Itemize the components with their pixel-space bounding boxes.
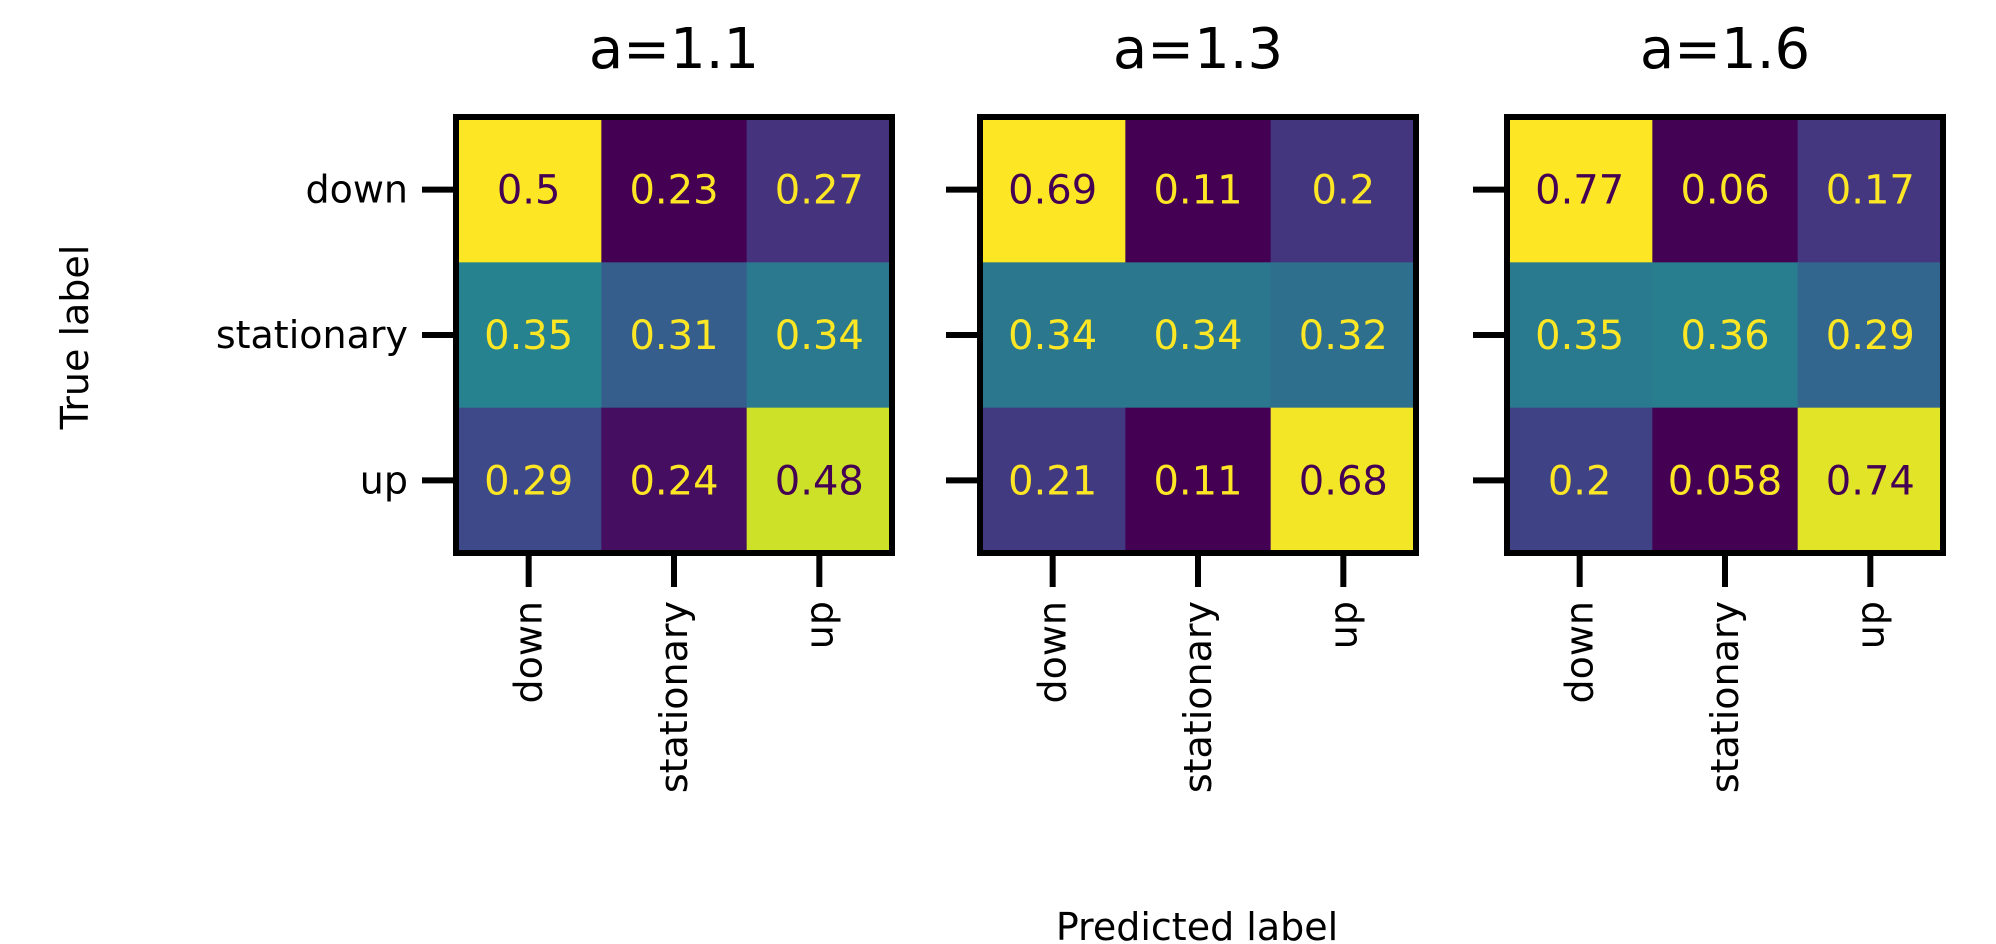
cell-value-label: 0.35 (484, 313, 573, 359)
cell-value-label: 0.77 (1535, 168, 1624, 214)
x-tick-label: up (797, 601, 841, 649)
cell-value-label: 0.36 (1680, 313, 1769, 359)
heatmap-cell (746, 117, 893, 263)
cell-value-label: 0.11 (1153, 168, 1242, 214)
panel-title: a=1.3 (1113, 17, 1283, 82)
cell-value-label: 0.21 (1008, 458, 1097, 504)
y-tick-label: down (305, 168, 408, 212)
heatmap-cell (980, 407, 1126, 554)
heatmap-cell (1125, 407, 1272, 554)
heatmap-cell (456, 262, 602, 409)
heatmap-cell (601, 262, 748, 409)
cell-value-label: 0.68 (1299, 458, 1388, 504)
cell-value-label: 0.48 (775, 458, 864, 504)
cell-value-label: 0.32 (1299, 313, 1388, 359)
heatmap-cell (980, 117, 1126, 263)
heatmap-cell (456, 117, 602, 263)
heatmap-cell (1507, 117, 1653, 263)
heatmap-cell (601, 117, 748, 263)
heatmap-cell (1270, 117, 1417, 263)
cell-value-label: 0.27 (775, 168, 864, 214)
heatmap-cell (1652, 117, 1799, 263)
heatmap-cell (1797, 407, 1944, 554)
cell-value-label: 0.06 (1680, 168, 1769, 214)
panel-title: a=1.1 (589, 17, 759, 82)
heatmap-cell (1797, 262, 1944, 409)
cell-value-label: 0.058 (1668, 458, 1783, 504)
heatmap-cell (1797, 117, 1944, 263)
heatmap-cell (746, 262, 893, 409)
y-tick-label: stationary (216, 313, 408, 357)
cell-value-label: 0.34 (775, 313, 864, 359)
cell-value-label: 0.69 (1008, 168, 1097, 214)
cell-value-label: 0.29 (1826, 313, 1915, 359)
cell-value-label: 0.17 (1826, 168, 1915, 214)
cell-value-label: 0.23 (629, 168, 718, 214)
heatmap-cell (1125, 262, 1272, 409)
x-tick-label: down (1558, 601, 1602, 704)
heatmap-cell (1270, 407, 1417, 554)
cell-value-label: 0.35 (1535, 313, 1624, 359)
heatmap-cell (1652, 407, 1799, 554)
cell-value-label: 0.11 (1153, 458, 1242, 504)
x-tick-label: down (507, 601, 551, 704)
x-tick-label: stationary (1703, 601, 1747, 793)
x-tick-label: stationary (652, 601, 696, 793)
heatmap-cell (1507, 262, 1653, 409)
cell-value-label: 0.34 (1153, 313, 1242, 359)
cell-value-label: 0.2 (1312, 168, 1376, 214)
x-tick-label: stationary (1176, 601, 1220, 793)
cell-value-label: 0.31 (629, 313, 718, 359)
cell-value-label: 0.24 (629, 458, 718, 504)
panel-title: a=1.6 (1640, 17, 1810, 82)
cell-value-label: 0.74 (1826, 458, 1915, 504)
y-tick-label: up (360, 458, 408, 502)
cell-value-label: 0.29 (484, 458, 573, 504)
heatmap-cell (980, 262, 1126, 409)
heatmap-cell (1652, 262, 1799, 409)
heatmap-cell (1507, 407, 1653, 554)
x-tick-label: up (1321, 601, 1365, 649)
cell-value-label: 0.5 (497, 168, 561, 214)
heatmap-cell (746, 407, 893, 554)
heatmap-cell (1270, 262, 1417, 409)
cell-value-label: 0.2 (1548, 458, 1612, 504)
cell-value-label: 0.34 (1008, 313, 1097, 359)
heatmap-cell (1125, 117, 1272, 263)
heatmap-cell (601, 407, 748, 554)
x-tick-label: up (1848, 601, 1892, 649)
y-axis-label: True label (53, 245, 97, 431)
heatmap-cell (456, 407, 602, 554)
x-axis-label: Predicted label (1056, 905, 1338, 944)
x-tick-label: down (1031, 601, 1075, 704)
